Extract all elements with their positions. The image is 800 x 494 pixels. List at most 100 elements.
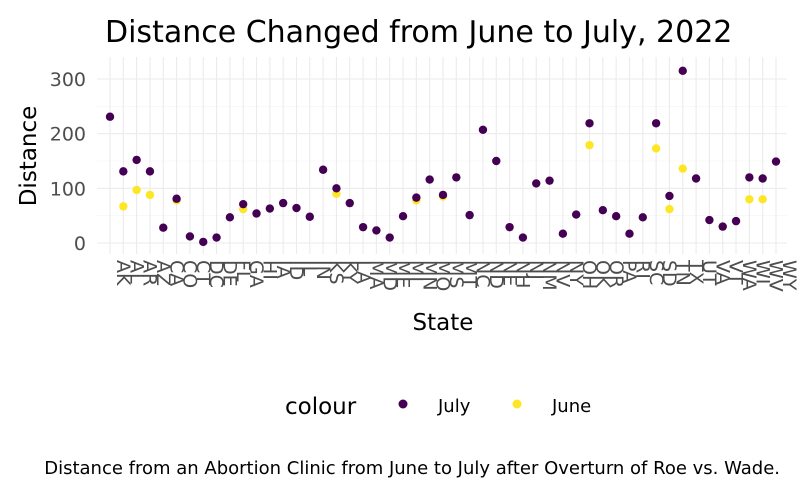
x-tick-label: RI: [631, 260, 653, 279]
point-july-de: [212, 233, 221, 242]
point-july-nd: [478, 125, 488, 135]
point-june-sd: [651, 144, 661, 153]
chart-title: Distance Changed from June to July, 2022: [105, 15, 732, 50]
x-tick-label: NC: [472, 260, 494, 287]
x-tick-label: CA: [165, 260, 187, 286]
legend-label-june: June: [551, 396, 591, 417]
point-july-vt: [718, 222, 727, 231]
x-tick-label: WV: [765, 260, 787, 292]
point-july-ri: [625, 229, 634, 238]
x-tick-label: TN: [671, 259, 693, 286]
point-july-hi: [252, 209, 261, 218]
point-july-oh: [572, 210, 581, 219]
point-june-az: [145, 190, 155, 200]
point-july-ne: [492, 156, 501, 166]
x-tick-label: ID: [285, 260, 307, 280]
x-tick-label: LA: [352, 260, 374, 284]
point-july-mn: [412, 193, 421, 202]
point-july-wa: [731, 216, 741, 226]
x-tick-label: IA: [272, 260, 294, 279]
x-tick-label: VA: [711, 260, 733, 285]
point-july-va: [705, 215, 714, 225]
x-tick-label: NJ: [525, 260, 547, 280]
x-tick-label: DC: [205, 260, 227, 288]
point-july-mi: [398, 212, 408, 221]
y-tick-label: 0: [74, 233, 86, 255]
point-june-tn: [665, 204, 674, 214]
x-tick-label: AZ: [152, 260, 174, 286]
point-july-ms: [438, 190, 448, 200]
x-tick-label: PA: [618, 260, 640, 283]
x-tick-label: KY: [338, 260, 360, 284]
point-july-ks: [318, 165, 328, 174]
x-tick-label: OH: [578, 260, 600, 289]
y-axis-ticks: 0 100 200 300: [50, 69, 86, 255]
legend-key-july: [398, 399, 408, 409]
legend-label-july: July: [437, 396, 471, 417]
x-tick-label: MA: [365, 260, 387, 289]
point-july-il: [292, 203, 301, 213]
x-tick-label: NH: [512, 260, 534, 289]
point-july-ma: [358, 222, 368, 232]
x-tick-label: CO: [179, 260, 201, 288]
point-july-me: [385, 233, 394, 242]
chart-caption: Distance from an Abortion Clinic from Ju…: [44, 458, 780, 479]
legend-key-june: [512, 399, 522, 409]
x-tick-label: IL: [298, 260, 320, 277]
grid-layer: [97, 57, 787, 254]
point-july-wv: [758, 174, 767, 183]
point-july-tn: [665, 191, 674, 201]
y-tick-label: 200: [50, 124, 86, 146]
x-tick-label: ND: [485, 260, 507, 289]
point-july-az: [145, 167, 155, 176]
point-july-in: [305, 212, 314, 221]
point-july-nh: [505, 222, 514, 232]
point-july-al: [119, 167, 128, 176]
x-tick-label: OK: [592, 260, 614, 288]
point-july-wi: [745, 173, 754, 182]
point-july-wy: [771, 157, 781, 166]
x-tick-label: VT: [725, 260, 747, 285]
point-july-ia: [265, 204, 275, 213]
x-tick-label: NE: [498, 260, 520, 286]
point-june-al: [119, 202, 128, 211]
point-july-co: [172, 194, 181, 203]
x-tick-label: GA: [245, 260, 267, 288]
point-july-md: [372, 226, 381, 235]
x-tick-label: SD: [658, 260, 680, 287]
point-july-ct: [185, 232, 195, 241]
x-tick-label: UT: [698, 260, 720, 286]
point-june-wv: [758, 195, 767, 204]
point-july-ca: [159, 223, 168, 232]
point-july-nj: [518, 233, 528, 242]
y-tick-label: 300: [50, 69, 86, 91]
y-axis-title: Distance: [16, 106, 42, 207]
x-tick-label: CT: [192, 260, 214, 285]
point-july-nm: [532, 179, 541, 188]
point-july-dc: [199, 237, 208, 247]
point-july-id: [278, 198, 288, 208]
legend-title: colour: [285, 394, 357, 420]
x-tick-label: AR: [139, 260, 161, 286]
point-july-ny: [558, 229, 568, 238]
legend: July June: [398, 396, 591, 417]
x-tick-label: MT: [458, 260, 480, 288]
x-tick-label: SC: [645, 260, 667, 285]
point-july-or: [598, 206, 608, 215]
point-july-ak: [105, 112, 115, 121]
point-july-nv: [545, 176, 554, 185]
point-july-ut: [691, 174, 701, 183]
point-july-ar: [132, 155, 141, 165]
point-july-ga: [239, 199, 248, 209]
x-tick-label: FL: [232, 260, 254, 282]
x-tick-label: WY: [778, 260, 800, 291]
y-tick-label: 100: [50, 178, 86, 200]
x-tick-label: HI: [259, 260, 281, 280]
point-june-ok: [585, 140, 594, 150]
x-tick-label: MS: [445, 260, 467, 288]
point-july-fl: [225, 213, 235, 222]
x-tick-label: NY: [565, 260, 587, 286]
point-june-ar: [132, 185, 141, 195]
point-june-tx: [678, 164, 687, 173]
